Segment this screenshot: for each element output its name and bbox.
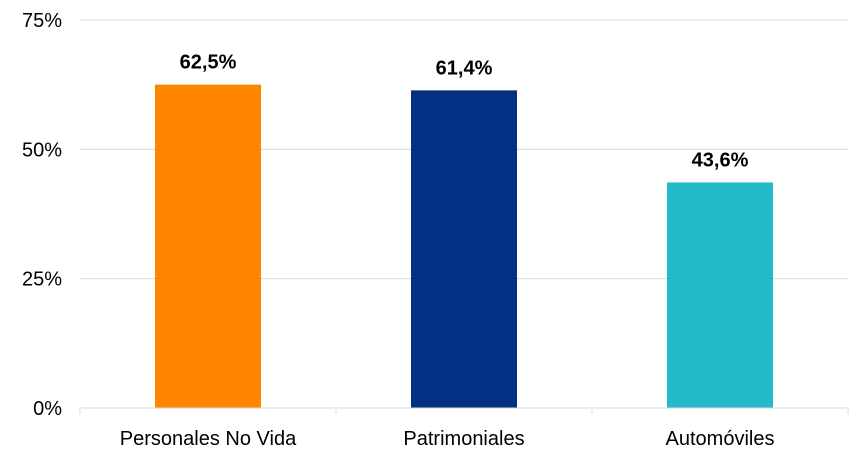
x-tick-label: Personales No Vida (120, 428, 297, 450)
y-tick-label: 50% (22, 139, 62, 161)
data-label: 43,6% (692, 149, 749, 171)
data-labels: 62,5% 61,4% 43,6% (180, 52, 749, 172)
bar-2 (411, 90, 517, 408)
y-tick-label: 25% (22, 269, 62, 291)
y-axis-tick-labels: 0% 25% 50% 75% (22, 10, 62, 420)
bar-1 (155, 84, 261, 409)
data-label: 61,4% (436, 57, 493, 79)
y-tick-label: 0% (33, 398, 62, 420)
y-tick-label: 75% (22, 10, 62, 32)
x-tick-label: Patrimoniales (403, 428, 524, 450)
data-label: 62,5% (180, 52, 237, 74)
x-axis: Personales No Vida Patrimoniales Automóvil… (79, 407, 849, 450)
bars (155, 84, 773, 409)
bar-3 (667, 182, 773, 408)
x-tick-label: Automóviles (666, 428, 775, 450)
